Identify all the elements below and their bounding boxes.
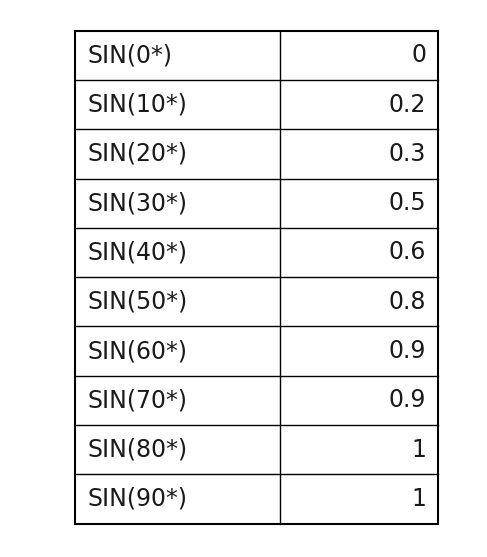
Text: 1: 1	[411, 487, 426, 511]
Text: 0.2: 0.2	[389, 92, 426, 116]
Text: SIN(90*): SIN(90*)	[88, 487, 187, 511]
Text: 0.8: 0.8	[389, 290, 426, 314]
Text: SIN(0*): SIN(0*)	[88, 43, 173, 67]
Text: SIN(20*): SIN(20*)	[88, 142, 187, 166]
Text: SIN(10*): SIN(10*)	[88, 92, 187, 116]
Text: 0.6: 0.6	[389, 241, 426, 265]
Text: SIN(30*): SIN(30*)	[88, 191, 187, 215]
Text: SIN(50*): SIN(50*)	[88, 290, 188, 314]
Text: 0.3: 0.3	[389, 142, 426, 166]
Text: 0.9: 0.9	[389, 339, 426, 363]
Text: 0.9: 0.9	[389, 388, 426, 412]
Text: 0.5: 0.5	[389, 191, 426, 215]
Text: SIN(80*): SIN(80*)	[88, 438, 188, 462]
Text: 1: 1	[411, 438, 426, 462]
Text: SIN(60*): SIN(60*)	[88, 339, 187, 363]
Text: SIN(40*): SIN(40*)	[88, 241, 187, 265]
Text: 0: 0	[411, 43, 426, 67]
Text: SIN(70*): SIN(70*)	[88, 388, 187, 412]
